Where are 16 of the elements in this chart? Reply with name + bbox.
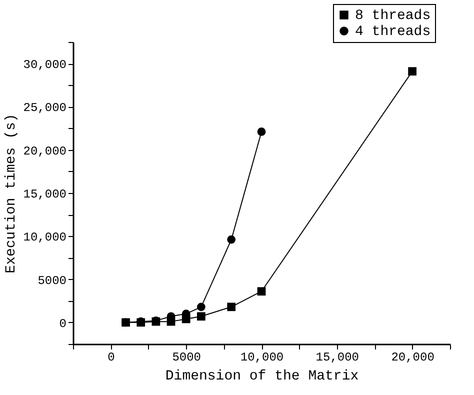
y-tick-label: 20,000 <box>23 144 66 158</box>
y-tick-label: 0 <box>59 316 66 331</box>
x-tick-label: 0 <box>108 350 115 364</box>
legend-label: 8 threads <box>355 8 431 24</box>
x-tick-label: 15,000 <box>316 350 360 364</box>
y-axis-title: Execution times (s) <box>3 114 20 274</box>
y-tick-label: 15,000 <box>23 188 66 202</box>
x-tick-label: 10,000 <box>240 350 284 364</box>
legend-label: 4 threads <box>355 24 431 40</box>
x-tick-label: 5000 <box>172 350 202 364</box>
y-tick-label: 5000 <box>38 274 66 288</box>
x-axis-title: Dimension of the Matrix <box>165 368 359 384</box>
y-tick-label: 10,000 <box>23 230 66 245</box>
y-tick-label: 30,000 <box>23 58 66 72</box>
y-tick-label: 25,000 <box>23 101 66 116</box>
x-tick-label: 20,000 <box>391 350 434 364</box>
